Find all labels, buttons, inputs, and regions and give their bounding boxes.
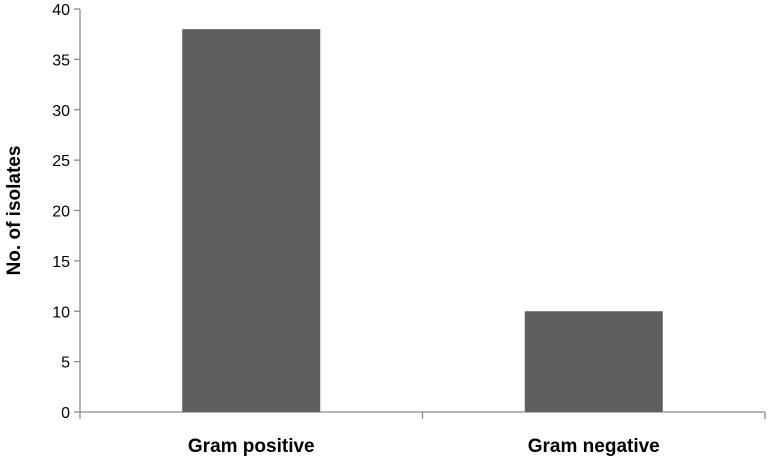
bars	[182, 29, 663, 413]
x-tick-label: Gram negative	[528, 436, 660, 457]
y-tick-label: 10	[52, 304, 70, 321]
y-tick-label: 30	[52, 103, 70, 120]
y-tick-label: 15	[52, 254, 70, 271]
y-tick-label: 40	[52, 2, 70, 19]
y-axis: 0 5 10 15 20 25 30 35 40	[52, 2, 81, 422]
y-axis-title: No. of isolates	[4, 146, 25, 276]
y-tick-label: 0	[61, 405, 70, 422]
bar-gram-positive	[182, 29, 321, 413]
y-tick-label: 5	[61, 355, 70, 372]
y-tick-label: 35	[52, 52, 70, 69]
x-axis: Gram positive Gram negative	[79, 411, 766, 457]
x-tick-label: Gram positive	[188, 436, 315, 457]
y-tick-label: 20	[52, 204, 70, 221]
bar-gram-negative	[524, 311, 663, 412]
y-tick-label: 25	[52, 153, 70, 170]
